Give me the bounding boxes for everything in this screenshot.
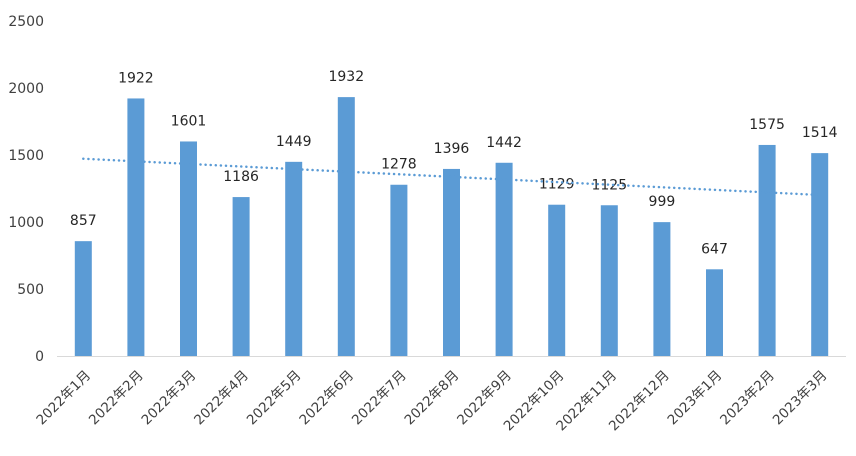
y-tick-label: 2000: [8, 81, 44, 97]
bar: [548, 204, 566, 356]
data-label: 1514: [802, 125, 838, 141]
y-tick-label: 0: [35, 349, 44, 365]
bar: [127, 98, 145, 357]
y-tick-label: 1500: [8, 148, 44, 164]
data-label: 1396: [434, 141, 470, 157]
category-label: 2022年7月: [349, 368, 410, 429]
data-label: 647: [701, 241, 728, 257]
category-label: 2023年1月: [665, 368, 726, 429]
y-tick-label: 500: [17, 282, 44, 298]
category-label: 2022年8月: [402, 368, 463, 429]
bar: [758, 144, 776, 356]
category-label: 2022年6月: [296, 368, 357, 429]
bar: [285, 161, 303, 356]
bar: [232, 197, 250, 356]
bar: [74, 241, 92, 356]
bar: [390, 184, 408, 356]
data-label: 1932: [328, 69, 364, 85]
bar: [706, 269, 723, 356]
bar: [443, 168, 460, 356]
data-label: 1442: [486, 135, 522, 151]
category-label: 2023年3月: [770, 368, 831, 429]
bar: [600, 205, 618, 356]
data-label: 999: [649, 194, 676, 210]
data-label: 1601: [171, 113, 207, 129]
data-label: 1129: [539, 177, 575, 193]
category-label: 2022年2月: [86, 368, 147, 429]
category-label: 2022年5月: [244, 368, 305, 429]
category-label: 2022年3月: [139, 368, 200, 429]
category-label: 2022年1月: [33, 368, 94, 429]
data-label: 1278: [381, 157, 417, 173]
data-label: 1449: [276, 134, 312, 150]
y-tick-label: 2500: [8, 14, 44, 30]
category-label: 2022年4月: [191, 368, 252, 429]
bar: [337, 97, 355, 356]
bar: [495, 162, 513, 356]
category-label: 2023年2月: [717, 368, 778, 429]
data-label: 1922: [118, 70, 154, 86]
bar: [180, 141, 197, 356]
trendline: [82, 157, 821, 197]
data-label: 1125: [591, 177, 627, 193]
data-label: 857: [70, 213, 97, 229]
bar: [811, 153, 829, 356]
data-label: 1186: [223, 169, 259, 185]
data-label: 1575: [749, 117, 785, 133]
y-tick-label: 1000: [8, 215, 44, 231]
bar: [653, 222, 671, 356]
